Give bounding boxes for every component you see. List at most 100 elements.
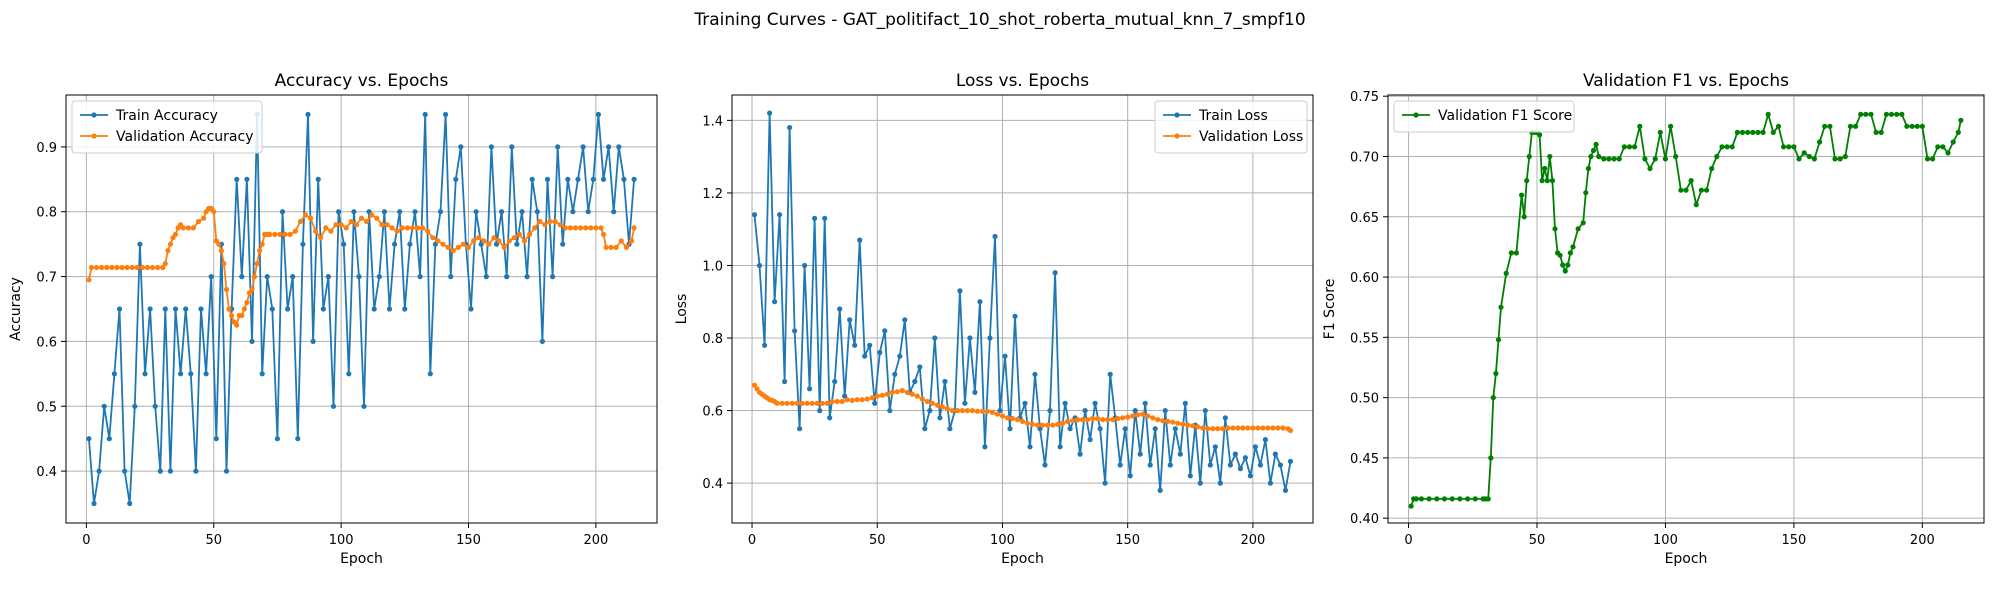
f1-point-0-100 xyxy=(1853,123,1859,129)
f1-point-0-86 xyxy=(1781,144,1787,150)
accuracy-point-1-43 xyxy=(241,306,247,312)
accuracy-point-1-47 xyxy=(251,274,258,280)
loss-point-0-97 xyxy=(1237,466,1243,472)
loss-point-0-99 xyxy=(1247,473,1253,479)
loss-point-1-33 xyxy=(894,389,900,395)
loss-point-0-35 xyxy=(927,408,933,414)
loss-point-0-78 xyxy=(1142,400,1148,406)
accuracy-point-1-110 xyxy=(557,222,563,228)
loss-point-0-63 xyxy=(1067,426,1073,432)
loss-point-0-42 xyxy=(962,400,968,406)
accuracy-point-0-46 xyxy=(320,306,326,312)
accuracy-point-1-23 xyxy=(180,225,186,231)
accuracy-point-1-95 xyxy=(481,238,487,244)
accuracy-point-1-55 xyxy=(277,231,283,237)
f1-point-0-101 xyxy=(1858,111,1864,117)
f1-point-0-46 xyxy=(1585,165,1591,172)
accuracy-point-1-90 xyxy=(455,244,461,250)
f1-point-0-35 xyxy=(1552,226,1558,232)
loss-point-0-15 xyxy=(827,415,833,421)
loss-point-0-61 xyxy=(1057,444,1063,450)
accuracy-point-0-3 xyxy=(101,403,107,409)
accuracy-ytick-label-4: 0.8 xyxy=(36,206,57,221)
accuracy-point-1-96 xyxy=(486,241,492,247)
accuracy-point-1-49 xyxy=(257,248,263,254)
f1-point-0-17 xyxy=(1495,337,1502,343)
loss-point-1-58 xyxy=(1019,418,1026,424)
accuracy-point-1-1 xyxy=(88,264,95,271)
accuracy-point-0-10 xyxy=(137,241,143,247)
accuracy-point-1-97 xyxy=(491,235,497,241)
accuracy-ytick-label-5: 0.9 xyxy=(36,141,57,156)
f1-xtick-label-2: 100 xyxy=(1653,533,1678,548)
accuracy-point-0-59 xyxy=(386,306,393,312)
accuracy-point-0-12 xyxy=(147,306,153,312)
accuracy-xtick-label-3: 150 xyxy=(456,533,481,548)
f1-point-0-53 xyxy=(1611,156,1617,162)
loss-point-1-104 xyxy=(1250,425,1256,431)
f1-point-0-96 xyxy=(1832,156,1838,162)
loss-point-0-93 xyxy=(1217,480,1223,486)
accuracy-point-1-120 xyxy=(603,244,609,250)
loss-point-1-23 xyxy=(844,397,850,403)
loss-series-line-0 xyxy=(753,112,1292,492)
accuracy-point-1-2 xyxy=(94,264,100,271)
loss-point-1-73 xyxy=(1095,415,1101,422)
f1-point-0-111 xyxy=(1909,123,1915,129)
loss-point-1-78 xyxy=(1120,415,1126,421)
loss-point-0-5 xyxy=(777,212,783,218)
accuracy-point-1-108 xyxy=(547,218,553,225)
loss-point-0-24 xyxy=(872,400,878,406)
loss-point-0-95 xyxy=(1227,462,1233,468)
f1-chart-panel: 0 50 100 150 200 0.40 0.45 0.50 0.55 0.60 0.65 0.70… xyxy=(1322,71,1985,567)
loss-point-1-46 xyxy=(959,408,966,414)
f1-point-0-94 xyxy=(1822,123,1828,129)
f1-point-0-70 xyxy=(1698,187,1704,193)
accuracy-point-0-96 xyxy=(575,176,581,182)
f1-point-0-103 xyxy=(1868,111,1874,117)
f1-point-0-67 xyxy=(1683,187,1689,193)
loss-point-0-81 xyxy=(1157,487,1163,493)
loss-point-0-44 xyxy=(972,389,978,395)
accuracy-ytick-label-0: 0.4 xyxy=(36,465,57,480)
f1-point-0-3 xyxy=(1418,496,1424,502)
accuracy-ytick-label-1: 0.5 xyxy=(36,400,57,415)
figure-suptitle: Training Curves - GAT_politifact_10_shot… xyxy=(693,10,1305,30)
accuracy-point-0-21 xyxy=(193,468,199,474)
accuracy-point-1-25 xyxy=(190,225,196,231)
accuracy-point-0-43 xyxy=(305,111,311,118)
f1-point-0-57 xyxy=(1632,144,1638,150)
loss-point-1-47 xyxy=(964,408,971,414)
loss-point-1-25 xyxy=(854,397,860,403)
loss-point-1-10 xyxy=(779,400,785,406)
f1-point-0-117 xyxy=(1940,144,1946,150)
accuracy-point-0-79 xyxy=(488,144,494,150)
loss-point-1-31 xyxy=(884,391,890,397)
accuracy-point-1-44 xyxy=(244,299,250,306)
accuracy-xtick-label-2: 100 xyxy=(329,533,354,548)
f1-point-0-119 xyxy=(1950,139,1956,145)
accuracy-point-0-54 xyxy=(361,403,367,409)
accuracy-legend-label-1: Validation Accuracy xyxy=(116,129,254,145)
accuracy-point-1-71 xyxy=(358,215,365,221)
accuracy-point-0-72 xyxy=(453,176,459,182)
accuracy-point-0-85 xyxy=(519,209,525,215)
loss-point-1-13 xyxy=(794,400,800,406)
f1-point-0-110 xyxy=(1904,123,1910,129)
accuracy-point-1-85 xyxy=(430,235,436,241)
accuracy-point-1-68 xyxy=(343,225,349,231)
loss-point-1-32 xyxy=(889,389,895,395)
f1-point-0-121 xyxy=(1958,117,1964,123)
f1-point-0-115 xyxy=(1930,156,1936,162)
loss-ytick-label-5: 1.4 xyxy=(702,114,723,129)
accuracy-point-1-31 xyxy=(211,209,217,215)
loss-ytick-label-4: 1.2 xyxy=(702,187,723,202)
accuracy-point-0-82 xyxy=(504,274,510,280)
loss-xtick-label-4: 200 xyxy=(1240,533,1265,548)
loss-legend-label-1: Validation Loss xyxy=(1199,129,1303,145)
accuracy-point-0-97 xyxy=(580,144,586,150)
loss-point-0-25 xyxy=(877,349,883,356)
accuracy-point-1-115 xyxy=(583,225,589,231)
accuracy-point-0-99 xyxy=(590,176,596,182)
accuracy-point-1-72 xyxy=(364,218,370,225)
